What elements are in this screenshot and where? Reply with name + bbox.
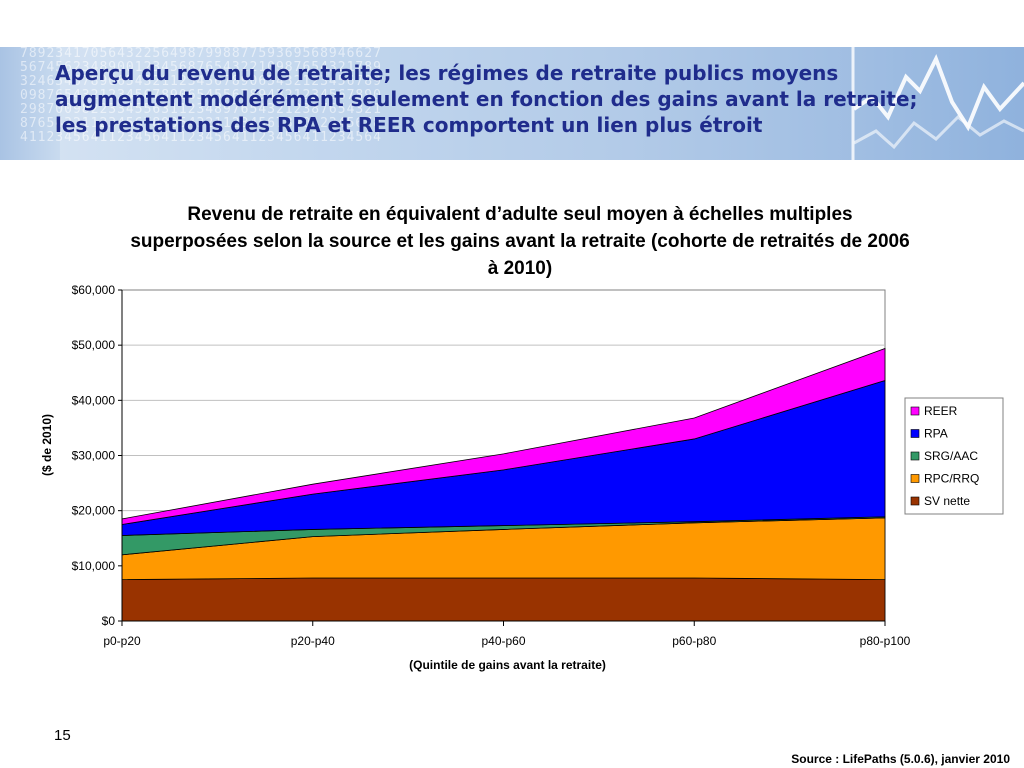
chart-title: Revenu de retraite en équivalent d’adult…	[130, 204, 910, 279]
x-tick-label: p0-p20	[103, 634, 141, 648]
legend-swatch-reer	[910, 406, 920, 416]
legend-swatch-rpa	[910, 429, 920, 438]
y-tick-label: $50,000	[72, 338, 116, 352]
y-axis-title: ($ de 2010)	[40, 414, 54, 476]
y-tick-label: $20,000	[72, 504, 116, 518]
x-tick-label: p20-p40	[291, 634, 335, 648]
y-tick-label: $10,000	[72, 559, 116, 573]
banner-vertical-line	[851, 47, 855, 160]
y-tick-label: $30,000	[72, 449, 116, 463]
header-banner: 7892341705643225649879988775936956894662…	[0, 47, 1024, 160]
legend-swatch-srg-aac	[910, 451, 920, 461]
legend-label-rpc-rrq: RPC/RRQ	[924, 472, 979, 486]
slide-number: 15	[54, 727, 71, 744]
legend-label-rpa: RPA	[924, 427, 948, 441]
legend-label-sv-nette: SV nette	[924, 494, 970, 508]
x-tick-label: p80-p100	[860, 634, 911, 648]
legend-label-srg-aac: SRG/AAC	[924, 449, 978, 463]
legend-swatch-sv-nette	[910, 496, 920, 506]
legend-box	[904, 397, 1004, 515]
banner-digit-pattern: 7892341705643225649879988775936956894662…	[20, 47, 382, 145]
legend-swatch-rpc-rrq	[910, 474, 920, 483]
x-tick-label: p60-p80	[672, 634, 716, 648]
source-note: Source : LifePaths (5.0.6), janvier 2010	[791, 752, 1010, 766]
y-tick-label: $60,000	[72, 283, 116, 297]
banner-left-accent	[0, 47, 60, 160]
x-axis-title: (Quintile de gains avant la retraite)	[409, 658, 606, 672]
y-tick-label: $40,000	[72, 393, 116, 407]
series-area-reer	[121, 347, 886, 525]
y-tick-label: $0	[102, 614, 116, 628]
banner-line-graphic	[854, 53, 1024, 150]
series-area-sv-nette	[121, 577, 886, 622]
x-tick-label: p40-p60	[481, 634, 525, 648]
slide-title: Aperçu du revenu de retraite; les régime…	[55, 61, 918, 137]
legend-label-reer: REER	[924, 404, 958, 418]
